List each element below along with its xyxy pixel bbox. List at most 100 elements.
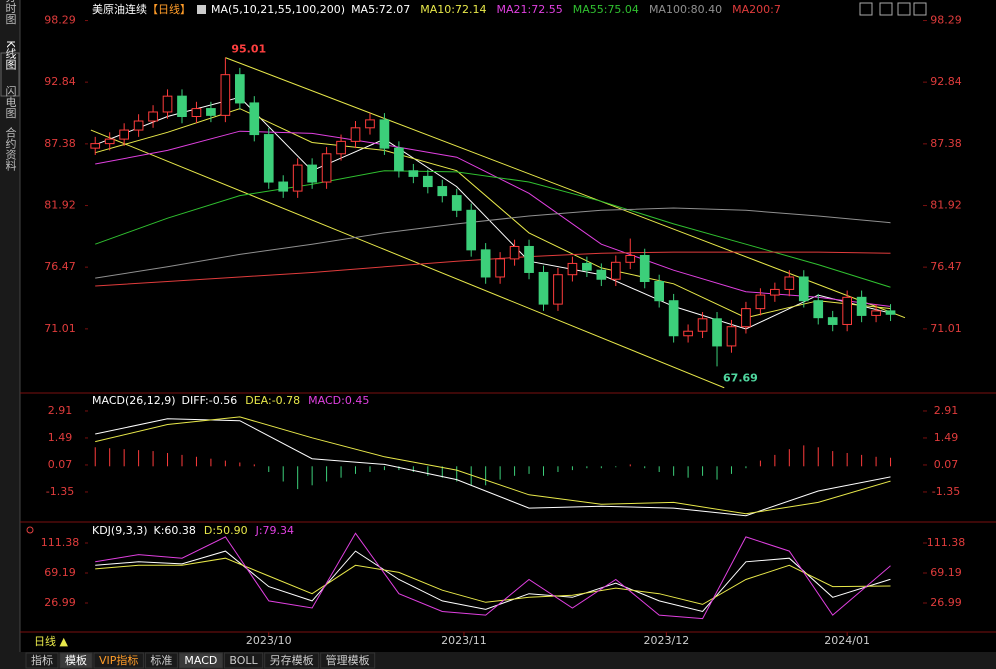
candle-body [234, 74, 245, 104]
side-tab[interactable]: K线图 [4, 40, 17, 70]
candle-body [422, 175, 433, 188]
indicator-name: MACD(26,12,9) [92, 394, 176, 407]
candle-body [263, 134, 274, 183]
candle-body [553, 274, 563, 305]
candle-body [798, 276, 809, 302]
candle-body [567, 262, 578, 276]
candle-body [480, 249, 491, 278]
candle-body [220, 74, 231, 116]
icon[interactable] [897, 2, 911, 16]
period-selector[interactable]: 日线 ▲ [34, 634, 68, 648]
footer-tab[interactable]: BOLL [229, 654, 258, 667]
candle-body [856, 296, 867, 316]
y-tick-label: 1.49 [48, 431, 73, 444]
footer-tab[interactable]: 指标 [31, 653, 53, 667]
candle-body [596, 269, 607, 280]
candle-body [408, 170, 419, 177]
legend-item: J:79.34 [255, 524, 294, 537]
footer-tab-bg[interactable] [223, 652, 264, 669]
legend-item: K:60.38 [154, 524, 196, 537]
ma-line [95, 251, 891, 287]
legend-item: MA55:75.04 [573, 3, 639, 16]
y-tick-label: 2.91 [48, 404, 73, 417]
x-tick-label: 2023/12 [644, 634, 690, 647]
candle-body [683, 330, 693, 337]
icon[interactable] [879, 2, 893, 16]
x-tick-label: 2023/10 [246, 634, 292, 647]
y-tick-label: 92.84 [930, 75, 962, 88]
y-tick-label: 26.99 [930, 596, 962, 609]
y-tick-label: -1.35 [46, 485, 74, 498]
y-tick-label: 81.92 [930, 199, 962, 212]
y-tick-label: 26.99 [44, 596, 76, 609]
candle-body [610, 261, 621, 280]
candle-body [365, 119, 375, 129]
chart-title: 美原油连续 [92, 2, 147, 16]
candle-body [538, 271, 549, 305]
footer-tab-bg[interactable] [25, 652, 59, 669]
candle-body [668, 300, 679, 337]
y-tick-label: 98.29 [930, 14, 962, 27]
candle-body [249, 102, 260, 136]
candle-body [582, 262, 592, 271]
indicator-line [95, 532, 891, 620]
footer-tab[interactable]: VIP指标 [99, 653, 138, 667]
candle-body [90, 143, 101, 149]
annotation: 95.01 [231, 43, 266, 56]
candle-body [697, 318, 708, 332]
candle-body [148, 111, 158, 122]
candle-body [437, 186, 448, 197]
candle-body [133, 120, 144, 131]
y-tick-label: 76.47 [930, 260, 962, 273]
indicator-name: KDJ(9,3,3) [92, 524, 148, 537]
legend-item: MA5:72.07 [351, 3, 410, 16]
candle-body [524, 245, 534, 273]
candle-body [278, 181, 289, 192]
candle-body [119, 129, 129, 140]
candle-body [394, 147, 404, 172]
candle-body [307, 164, 317, 183]
y-tick-label: 111.38 [41, 536, 80, 549]
candle-body [741, 308, 751, 328]
candle-body [379, 119, 390, 149]
candle-body [827, 317, 838, 325]
legend-item: MACD:0.45 [308, 394, 369, 407]
candle-body [712, 318, 722, 347]
y-tick-label: 69.19 [44, 566, 76, 579]
ma-line [95, 130, 891, 307]
legend-item: MA200:7 [732, 3, 781, 16]
candle-body [350, 127, 361, 142]
footer-tab[interactable]: 模板 [65, 653, 87, 667]
candle-body [206, 108, 216, 116]
candle-body [451, 195, 462, 211]
footer-tab-bg[interactable] [320, 652, 376, 669]
candle-body [726, 326, 737, 347]
y-tick-label: 71.01 [930, 322, 962, 335]
candle-body [842, 296, 852, 325]
footer-tab-bg[interactable] [264, 652, 320, 669]
tab-highlight [0, 52, 20, 97]
footer-tab-bg[interactable] [178, 652, 223, 669]
footer-tab-bg[interactable] [144, 652, 178, 669]
icon[interactable] [859, 2, 873, 16]
indicator-line [95, 550, 891, 613]
legend-item: MA21:72.55 [497, 3, 563, 16]
candle-body [104, 138, 115, 145]
side-tab[interactable]: 闪电图 [4, 84, 17, 119]
footer-tab[interactable]: MACD [184, 654, 217, 667]
side-tab[interactable]: 分时图 [4, 0, 17, 25]
footer-tab[interactable]: 标准 [150, 653, 172, 667]
footer-tab-bg[interactable] [93, 652, 144, 669]
legend-item: DEA:-0.78 [245, 394, 300, 407]
footer-tab[interactable]: 另存模板 [270, 653, 314, 667]
indicator-line [95, 557, 891, 605]
footer-tab-bg[interactable] [59, 652, 93, 669]
footer-tab[interactable]: 管理模板 [326, 653, 370, 667]
indicator-line [95, 416, 891, 515]
icon[interactable] [913, 2, 927, 16]
side-tab[interactable]: 合约资料 [4, 126, 17, 172]
candle-body [177, 95, 187, 117]
chart-period: 【日线】 [147, 2, 191, 16]
